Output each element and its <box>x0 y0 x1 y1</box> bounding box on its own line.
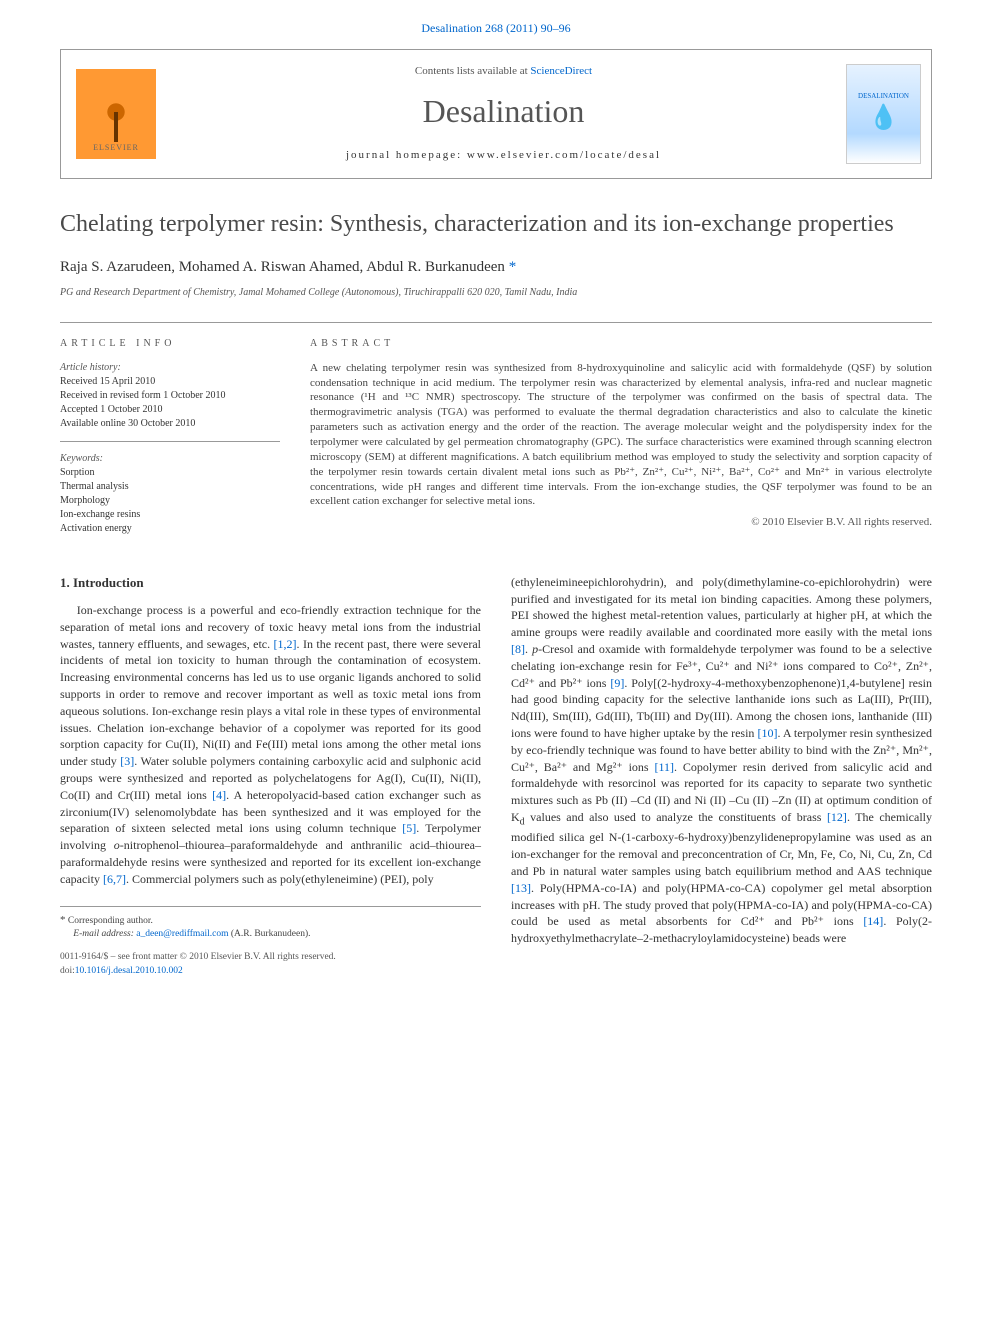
journal-reference: Desalination 268 (2011) 90–96 <box>60 20 932 37</box>
email-author: (A.R. Burkanudeen). <box>231 929 311 939</box>
sciencedirect-link[interactable]: ScienceDirect <box>530 65 592 77</box>
keyword-item: Morphology <box>60 494 280 508</box>
reference-link[interactable]: [3] <box>120 754 134 768</box>
header-center: Contents lists available at ScienceDirec… <box>171 50 836 178</box>
abstract-column: ABSTRACT A new chelating terpolymer resi… <box>310 337 932 546</box>
contents-line: Contents lists available at ScienceDirec… <box>171 64 836 79</box>
authors-line: Raja S. Azarudeen, Mohamed A. Riswan Aha… <box>60 257 932 278</box>
keyword-item: Ion-exchange resins <box>60 508 280 522</box>
abstract-heading: ABSTRACT <box>310 337 932 351</box>
corresponding-marker: * <box>509 259 517 275</box>
article-title: Chelating terpolymer resin: Synthesis, c… <box>60 209 932 239</box>
body-column-right: (ethyleneimineepichlorohydrin), and poly… <box>511 574 932 978</box>
abstract-text: A new chelating terpolymer resin was syn… <box>310 361 932 509</box>
article-history-block: Article history: Received 15 April 2010 … <box>60 361 280 442</box>
elsevier-logo: ELSEVIER <box>76 69 156 159</box>
article-info-heading: ARTICLE INFO <box>60 337 280 351</box>
keyword-item: Thermal analysis <box>60 480 280 494</box>
doi-link[interactable]: 10.1016/j.desal.2010.10.002 <box>75 966 183 976</box>
contents-prefix: Contents lists available at <box>415 65 530 77</box>
body-column-left: 1. Introduction Ion-exchange process is … <box>60 574 481 978</box>
email-link[interactable]: a_deen@rediffmail.com <box>136 929 228 939</box>
water-drop-icon: 💧 <box>869 102 899 136</box>
reference-link[interactable]: [9] <box>610 676 624 690</box>
article-info-sidebar: ARTICLE INFO Article history: Received 1… <box>60 337 280 546</box>
homepage-url[interactable]: www.elsevier.com/locate/desal <box>467 149 661 161</box>
publisher-logo-container: ELSEVIER <box>61 50 171 178</box>
reference-link[interactable]: [14] <box>863 914 883 928</box>
article-info-row: ARTICLE INFO Article history: Received 1… <box>60 322 932 546</box>
homepage-prefix: journal homepage: <box>346 149 467 161</box>
publisher-name: ELSEVIER <box>93 142 139 153</box>
authors-names: Raja S. Azarudeen, Mohamed A. Riswan Aha… <box>60 259 505 275</box>
body-paragraph: Ion-exchange process is a powerful and e… <box>60 602 481 888</box>
reference-link[interactable]: [6,7] <box>103 872 126 886</box>
email-label: E-mail address: <box>73 929 134 939</box>
reference-link[interactable]: [5] <box>402 821 416 835</box>
homepage-line: journal homepage: www.elsevier.com/locat… <box>171 148 836 163</box>
affiliation: PG and Research Department of Chemistry,… <box>60 286 932 300</box>
history-item: Accepted 1 October 2010 <box>60 403 280 417</box>
body-columns: 1. Introduction Ion-exchange process is … <box>60 574 932 978</box>
journal-cover-thumbnail: DESALINATION 💧 <box>846 64 921 164</box>
cover-container: DESALINATION 💧 <box>836 50 931 178</box>
doi-prefix: doi: <box>60 966 75 976</box>
section-heading: 1. Introduction <box>60 574 481 592</box>
abstract-copyright: © 2010 Elsevier B.V. All rights reserved… <box>310 515 932 530</box>
reference-link[interactable]: [8] <box>511 642 525 656</box>
reference-link[interactable]: [11] <box>654 760 674 774</box>
issn-footer: 0011-9164/$ – see front matter © 2010 El… <box>60 951 481 978</box>
reference-link[interactable]: [12] <box>827 810 847 824</box>
star-icon: * <box>60 914 66 926</box>
reference-link[interactable]: [13] <box>511 881 531 895</box>
journal-header: ELSEVIER Contents lists available at Sci… <box>60 49 932 179</box>
history-item: Available online 30 October 2010 <box>60 417 280 431</box>
corresponding-footer: * Corresponding author. E-mail address: … <box>60 906 481 942</box>
keywords-block: Keywords: Sorption Thermal analysis Morp… <box>60 452 280 546</box>
journal-name: Desalination <box>171 89 836 134</box>
keyword-item: Sorption <box>60 466 280 480</box>
reference-link[interactable]: [10] <box>757 726 777 740</box>
keyword-item: Activation energy <box>60 522 280 536</box>
history-label: Article history: <box>60 361 280 375</box>
history-item: Received 15 April 2010 <box>60 375 280 389</box>
reference-link[interactable]: [1,2] <box>274 637 297 651</box>
cover-label: DESALINATION <box>858 92 909 102</box>
reference-link[interactable]: [4] <box>212 788 226 802</box>
keywords-label: Keywords: <box>60 452 280 466</box>
body-paragraph: (ethyleneimineepichlorohydrin), and poly… <box>511 574 932 947</box>
history-item: Received in revised form 1 October 2010 <box>60 389 280 403</box>
corresponding-label: Corresponding author. <box>68 916 153 926</box>
elsevier-tree-icon <box>86 92 146 142</box>
issn-line: 0011-9164/$ – see front matter © 2010 El… <box>60 951 481 964</box>
